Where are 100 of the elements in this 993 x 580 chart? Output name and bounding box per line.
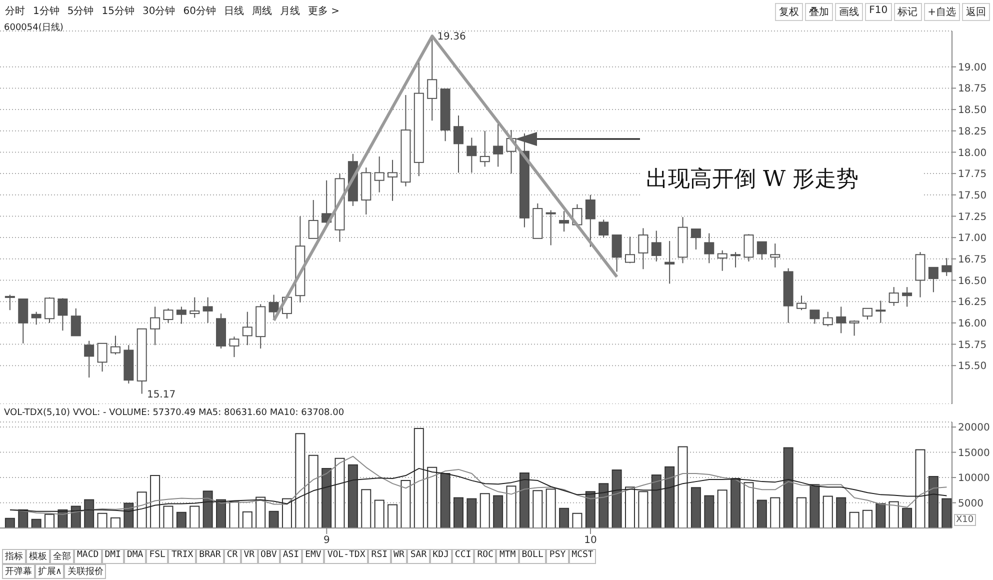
y-tick-label: 19.00 — [958, 62, 987, 74]
candlestick — [4, 294, 15, 311]
text: 模板 — [26, 549, 50, 564]
y-tick-label: 18.50 — [958, 105, 987, 116]
candlestick — [810, 310, 820, 324]
text: WR — [390, 549, 408, 564]
text: 日线 — [222, 4, 245, 19]
bar — [150, 475, 160, 528]
y-axis-title: X10 — [954, 514, 976, 526]
bar — [915, 449, 926, 528]
bar — [783, 447, 794, 528]
candlestick — [546, 210, 556, 246]
candlestick — [44, 296, 55, 324]
y-tick-label: 16.00 — [958, 318, 987, 330]
text: MACD — [74, 549, 102, 564]
bar — [585, 491, 596, 528]
text: 叠加 — [805, 3, 834, 21]
candlestick — [70, 308, 81, 336]
candlestick — [190, 296, 200, 318]
candlestick — [651, 230, 662, 262]
candlestick — [888, 286, 899, 306]
text: 开弹幕 — [2, 564, 35, 579]
candlestick — [229, 336, 240, 358]
annotation: 15.17 — [146, 389, 176, 400]
bar — [690, 487, 701, 528]
bar — [506, 486, 516, 528]
text: 周线 — [250, 4, 273, 19]
bar — [651, 474, 662, 528]
candlestick — [849, 320, 860, 336]
bar — [440, 472, 450, 528]
bar — [84, 499, 94, 528]
text: 1分钟 — [32, 4, 60, 19]
bar — [190, 506, 200, 528]
bar — [559, 508, 570, 528]
text: OBV — [258, 549, 280, 564]
bar — [822, 496, 833, 528]
candlestick — [928, 266, 938, 293]
bar — [44, 514, 55, 528]
y-tick-label: 16.50 — [958, 276, 987, 287]
bar — [242, 511, 252, 528]
bar — [97, 512, 108, 528]
text: RSI — [368, 549, 391, 564]
candlestick — [480, 130, 490, 168]
text: BOLL — [518, 549, 546, 564]
text: SAR — [407, 549, 430, 564]
text: DMA — [124, 549, 146, 564]
y-tick-label: 15.75 — [958, 340, 987, 351]
bar — [374, 500, 384, 528]
y-tick-label: 16.25 — [958, 297, 987, 308]
chart-title: VOL-TDX(5,10) VVOL: - VOLUME: 57370.49 MA5: 80631.60 MA10: 63708.00 — [4, 408, 344, 418]
text: 15分钟 — [100, 4, 136, 19]
y-tick-label: 5000 — [958, 498, 984, 510]
bar — [400, 480, 411, 528]
bar — [202, 490, 213, 528]
bar — [110, 517, 120, 528]
bar — [664, 466, 675, 528]
candlestick — [822, 311, 833, 327]
text: ASI — [280, 549, 302, 564]
bar — [770, 497, 780, 528]
candlestick — [876, 300, 886, 324]
bar — [348, 464, 358, 528]
bar — [4, 518, 15, 528]
bar — [519, 472, 530, 528]
bar — [532, 490, 543, 528]
text: 月线 — [278, 4, 301, 19]
candlestick — [756, 241, 767, 260]
candlestick — [836, 306, 846, 334]
text: FSL — [146, 549, 168, 564]
bar — [176, 512, 186, 528]
text: 返回 — [962, 3, 990, 21]
text: 30分钟 — [141, 4, 176, 19]
candlestick — [559, 210, 570, 232]
y-tick-label: 18.25 — [958, 126, 987, 138]
text: 关联报价 — [64, 564, 106, 579]
text: DMI — [102, 549, 124, 564]
bar — [414, 428, 424, 528]
text: VR — [240, 549, 258, 564]
text: CR — [224, 549, 241, 564]
bar — [902, 508, 912, 528]
candlestick — [690, 228, 701, 250]
line-series — [10, 468, 948, 512]
candlestick — [31, 311, 42, 326]
candlestick — [97, 342, 108, 372]
y-tick-label: 17.00 — [958, 233, 987, 244]
text: TRIX — [168, 549, 196, 564]
y-tick-label: 15.50 — [958, 361, 987, 372]
text: KDJ — [430, 549, 452, 564]
bar — [493, 495, 504, 528]
candlestick — [110, 335, 120, 355]
bar — [136, 492, 147, 528]
text: 画线 — [835, 3, 864, 21]
text: MTM — [496, 549, 519, 564]
candlestick — [770, 243, 780, 268]
candlestick — [664, 240, 675, 284]
text: CCI — [452, 549, 474, 564]
text: 指标 — [2, 549, 26, 564]
y-tick-label: 15000 — [958, 448, 990, 459]
y-tick-label: 17.50 — [958, 190, 987, 202]
y-tick-label: 17.25 — [958, 212, 987, 223]
bar — [744, 482, 754, 528]
